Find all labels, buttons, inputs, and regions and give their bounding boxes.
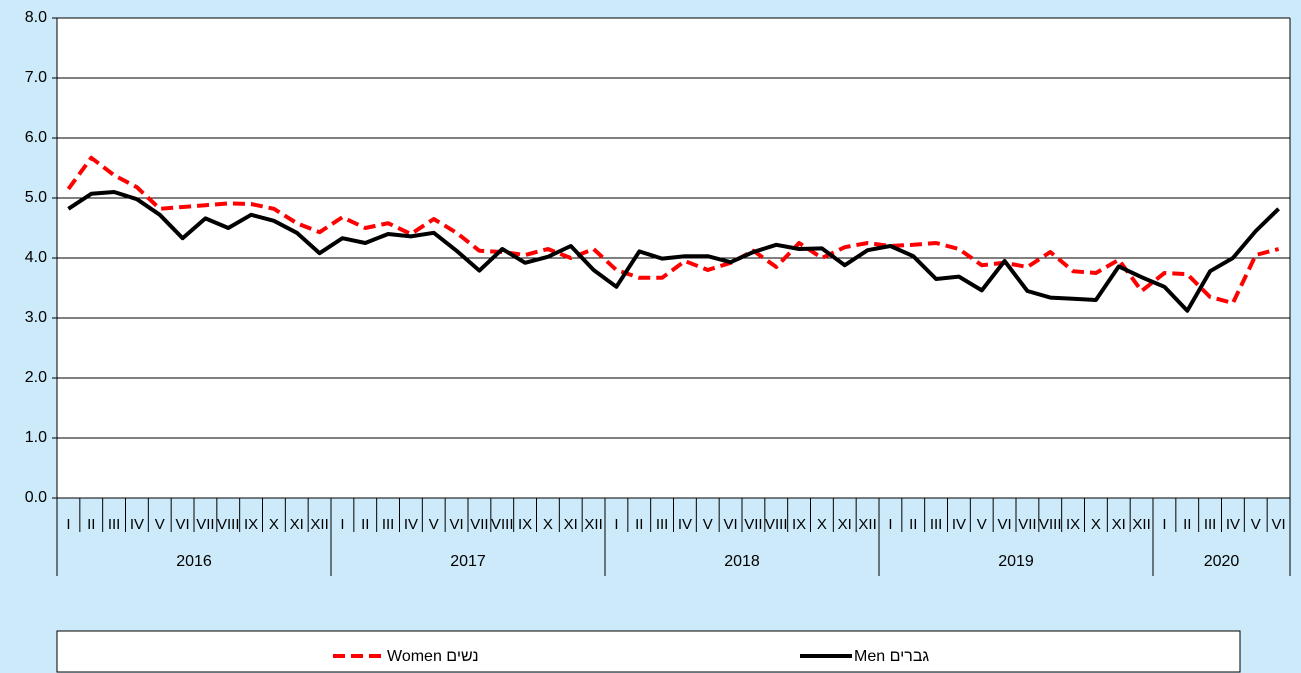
x-tick-label: VIII <box>217 516 240 533</box>
y-tick-label: 4.0 <box>25 249 47 266</box>
x-tick-label: IV <box>130 516 144 533</box>
x-tick-label: XI <box>838 516 852 533</box>
x-tick-label: VII <box>1018 516 1036 533</box>
year-label: 2017 <box>450 553 486 570</box>
year-label: 2016 <box>176 553 212 570</box>
x-tick-label: I <box>340 516 344 533</box>
x-tick-label: VI <box>997 516 1011 533</box>
x-tick-label: V <box>429 516 439 533</box>
x-tick-label: II <box>87 516 95 533</box>
x-tick-label: IX <box>244 516 258 533</box>
x-tick-label: X <box>1091 516 1101 533</box>
x-tick-label: I <box>888 516 892 533</box>
y-tick-label: 8.0 <box>25 9 47 26</box>
x-tick-label: III <box>1204 516 1217 533</box>
legend <box>56 630 1241 673</box>
x-tick-label: VI <box>175 516 189 533</box>
x-tick-label: V <box>155 516 165 533</box>
x-tick-label: I <box>1162 516 1166 533</box>
series-line <box>66 155 1280 305</box>
x-tick-label: II <box>1183 516 1191 533</box>
x-tick-label: IV <box>678 516 692 533</box>
x-tick-label: VIII <box>765 516 788 533</box>
y-tick-label: 0.0 <box>25 489 47 506</box>
x-tick-label: X <box>269 516 279 533</box>
x-tick-label: IX <box>518 516 532 533</box>
legend-label: Women נשים <box>387 648 479 665</box>
x-tick-label: III <box>656 516 669 533</box>
x-tick-label: III <box>108 516 121 533</box>
x-tick-label: V <box>1251 516 1261 533</box>
x-tick-label: II <box>361 516 369 533</box>
x-tick-label: I <box>614 516 618 533</box>
x-tick-label: V <box>703 516 713 533</box>
y-tick-label: 6.0 <box>25 129 47 146</box>
x-tick-label: VII <box>470 516 488 533</box>
x-tick-label: III <box>930 516 943 533</box>
x-tick-label: VIII <box>1039 516 1062 533</box>
x-tick-label: VI <box>1271 516 1285 533</box>
x-tick-label: IV <box>404 516 418 533</box>
x-tick-label: XII <box>310 516 328 533</box>
x-tick-label: XI <box>564 516 578 533</box>
x-tick-label: II <box>635 516 643 533</box>
x-tick-label: XI <box>290 516 304 533</box>
year-label: 2019 <box>998 553 1034 570</box>
x-tick-label: XII <box>1132 516 1150 533</box>
x-tick-label: IX <box>1066 516 1080 533</box>
x-tick-label: IX <box>792 516 806 533</box>
y-tick-label: 2.0 <box>25 369 47 386</box>
y-tick-label: 3.0 <box>25 309 47 326</box>
year-label: 2018 <box>724 553 760 570</box>
x-tick-label: V <box>977 516 987 533</box>
x-tick-label: IV <box>1226 516 1240 533</box>
x-tick-label: VIII <box>491 516 514 533</box>
year-label: 2020 <box>1204 553 1240 570</box>
x-tick-label: VI <box>449 516 463 533</box>
x-tick-label: XII <box>584 516 602 533</box>
x-tick-label: X <box>543 516 553 533</box>
x-tick-label: IV <box>952 516 966 533</box>
legend-label: Men גברים <box>854 648 929 665</box>
x-tick-label: VII <box>744 516 762 533</box>
x-tick-label: XII <box>858 516 876 533</box>
x-tick-label: X <box>817 516 827 533</box>
x-tick-label: VI <box>723 516 737 533</box>
x-tick-label: VII <box>196 516 214 533</box>
y-tick-label: 5.0 <box>25 189 47 206</box>
series-line <box>67 190 1280 313</box>
x-tick-label: III <box>382 516 395 533</box>
y-tick-label: 7.0 <box>25 69 47 86</box>
x-tick-label: II <box>909 516 917 533</box>
y-tick-label: 1.0 <box>25 429 47 446</box>
x-tick-label: I <box>66 516 70 533</box>
x-tick-label: XI <box>1112 516 1126 533</box>
